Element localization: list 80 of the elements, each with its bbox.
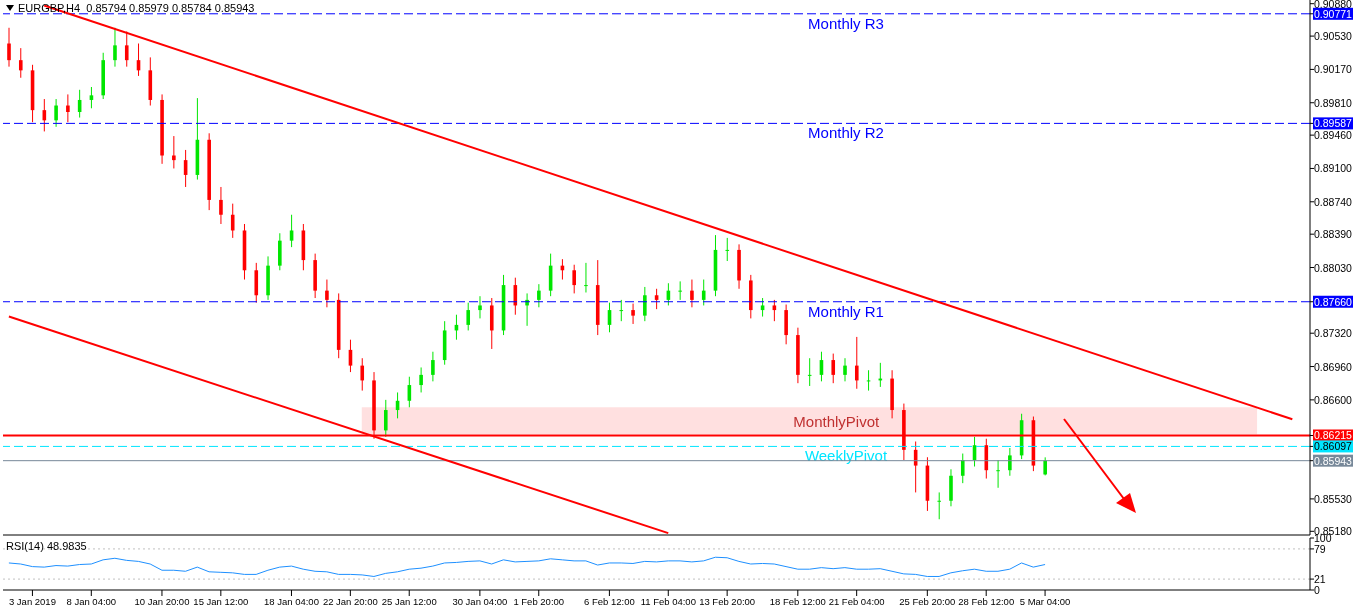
chart-title: RSI(14) 48.9835 — [6, 540, 87, 552]
candlestick — [831, 353, 836, 384]
candlestick — [478, 295, 482, 319]
y-tick-label: 0.90880 — [1314, 0, 1353, 10]
candlestick — [431, 351, 435, 382]
x-tick-label: 22 Jan 20:00 — [322, 595, 378, 606]
x-tick-label: 6 Feb 12:00 — [584, 595, 635, 606]
y-tick-label: 21 — [1314, 573, 1326, 586]
x-tick-label: 21 Feb 04:00 — [828, 595, 885, 606]
candlestick — [54, 98, 58, 128]
line-series — [8, 556, 1046, 577]
candlestick — [960, 453, 965, 484]
y-tick-label: 0.85943 — [1314, 454, 1353, 467]
candlestick — [383, 399, 388, 438]
candlestick — [631, 303, 635, 325]
candlestick — [325, 279, 329, 308]
ref-line-label: Monthly R3 — [808, 14, 884, 32]
band-label: MonthlyPivot — [793, 412, 881, 430]
candlestick — [360, 357, 365, 392]
candlestick — [219, 186, 223, 225]
candlestick — [843, 357, 847, 382]
candlestick — [113, 27, 117, 68]
y-tick-label: 0.86215 — [1314, 429, 1353, 442]
x-tick-label: 25 Feb 20:00 — [899, 595, 956, 606]
ref-line-label: Monthly R1 — [808, 302, 884, 320]
y-tick-label: 79 — [1314, 542, 1326, 555]
y-tick-label: 0.85530 — [1314, 492, 1353, 505]
candlestick — [172, 135, 176, 169]
candlestick — [937, 491, 942, 520]
y-tick-label: 0.90771 — [1314, 7, 1353, 20]
y-tick-label: 0.89100 — [1314, 162, 1353, 175]
candlestick — [725, 237, 730, 262]
y-tick-label: 0.88030 — [1314, 261, 1353, 274]
candlestick — [572, 264, 576, 294]
y-tick-label: 0.88390 — [1314, 228, 1353, 241]
x-tick-label: 11 Feb 04:00 — [640, 595, 696, 606]
y-tick-label: 0.90530 — [1314, 30, 1353, 43]
y-tick-label: 0.89460 — [1314, 129, 1353, 142]
candlestick — [678, 280, 682, 301]
candlestick — [701, 279, 706, 306]
candlestick — [1008, 447, 1012, 477]
candlestick — [643, 286, 647, 322]
x-tick-label: 5 Mar 04:00 — [1019, 595, 1071, 606]
candlestick — [66, 93, 70, 123]
x-tick-label: 28 Feb 12:00 — [958, 595, 1015, 606]
x-tick-label: 1 Feb 20:00 — [513, 595, 565, 606]
candlestick — [996, 459, 1000, 489]
x-tick-label: 25 Jan 12:00 — [381, 595, 437, 606]
candlestick — [230, 203, 235, 239]
y-tick-label: 0.87320 — [1314, 327, 1353, 340]
x-tick-label: 30 Jan 04:00 — [452, 595, 508, 606]
x-tick-label: 13 Feb 20:00 — [699, 595, 756, 606]
candlestick — [124, 30, 129, 68]
y-tick-label: 0.86960 — [1314, 360, 1353, 373]
ref-line-label: Monthly R2 — [808, 124, 884, 142]
y-tick-label: 0.86097 — [1314, 440, 1353, 453]
candlestick — [690, 279, 694, 308]
candlestick — [854, 336, 859, 390]
candlestick — [619, 299, 624, 322]
x-tick-label: 18 Jan 04:00 — [264, 595, 319, 606]
candlestick — [537, 283, 541, 308]
candlestick — [18, 47, 23, 79]
y-tick-label: 0.90170 — [1314, 63, 1353, 76]
y-tick-label: 0.88740 — [1314, 195, 1353, 208]
x-tick-label: 10 Jan 20:00 — [134, 595, 190, 606]
x-tick-label: 15 Jan 12:00 — [193, 595, 249, 606]
candlestick — [1043, 456, 1047, 476]
y-tick-label: 0.87660 — [1314, 295, 1353, 308]
y-tick-label: 0 — [1314, 584, 1320, 596]
y-tick-label: 0.89810 — [1314, 96, 1353, 109]
x-tick-label: 18 Feb 12:00 — [769, 595, 826, 606]
candlestick — [466, 302, 471, 331]
y-tick-label: 0.89587 — [1314, 117, 1353, 130]
candlestick — [584, 262, 588, 293]
y-tick-label: 0.86600 — [1314, 393, 1353, 406]
ref-line-label: WeeklyPivot — [804, 447, 888, 465]
candlestick — [419, 366, 423, 393]
x-tick-label: 3 Jan 2019 — [8, 595, 56, 606]
x-tick-label: 8 Jan 04:00 — [66, 595, 117, 606]
candlestick — [7, 27, 11, 68]
